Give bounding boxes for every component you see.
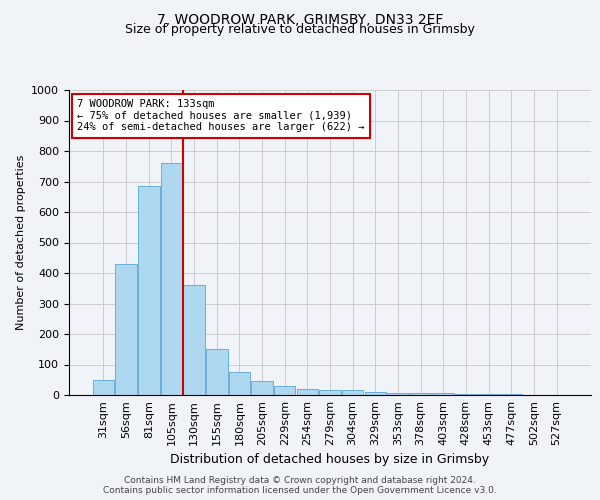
Bar [184, 285, 205, 395]
X-axis label: Distribution of detached houses by size in Grimsby: Distribution of detached houses by size … [170, 454, 490, 466]
Bar [342, 390, 364, 395]
Bar [161, 163, 182, 395]
Bar [410, 394, 431, 395]
Bar [138, 186, 160, 395]
Bar [229, 372, 250, 395]
Text: Contains HM Land Registry data © Crown copyright and database right 2024.
Contai: Contains HM Land Registry data © Crown c… [103, 476, 497, 495]
Bar [115, 264, 137, 395]
Text: Size of property relative to detached houses in Grimsby: Size of property relative to detached ho… [125, 22, 475, 36]
Bar [296, 389, 318, 395]
Bar [251, 382, 273, 395]
Bar [365, 392, 386, 395]
Bar [455, 394, 476, 395]
Text: 7 WOODROW PARK: 133sqm
← 75% of detached houses are smaller (1,939)
24% of semi-: 7 WOODROW PARK: 133sqm ← 75% of detached… [77, 99, 364, 132]
Bar [500, 394, 522, 395]
Bar [274, 386, 295, 395]
Bar [206, 349, 227, 395]
Bar [93, 380, 114, 395]
Bar [433, 394, 454, 395]
Text: 7, WOODROW PARK, GRIMSBY, DN33 2EF: 7, WOODROW PARK, GRIMSBY, DN33 2EF [157, 12, 443, 26]
Y-axis label: Number of detached properties: Number of detached properties [16, 155, 26, 330]
Bar [478, 394, 499, 395]
Bar [387, 392, 409, 395]
Bar [319, 390, 341, 395]
